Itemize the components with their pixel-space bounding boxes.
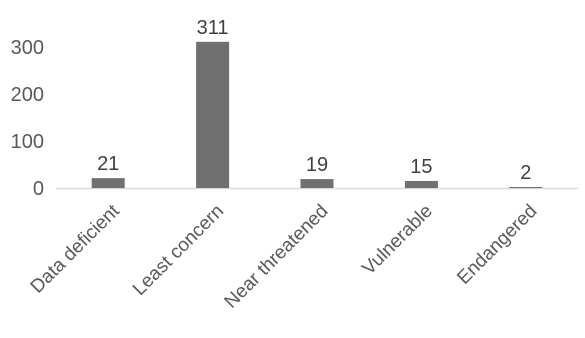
x-category-label: Near threatened	[221, 201, 333, 313]
x-category-label: Data deficient	[27, 200, 125, 298]
data-label: 21	[97, 153, 119, 175]
x-category-label: Least concern	[129, 201, 228, 300]
bar	[196, 41, 230, 188]
data-label: 19	[306, 154, 328, 176]
y-tick-label: 0	[33, 178, 44, 200]
bar	[509, 187, 543, 188]
data-label: 15	[410, 156, 432, 178]
bar	[91, 178, 125, 188]
x-category-label: Endangered	[453, 201, 541, 289]
y-tick-label: 300	[11, 37, 44, 59]
bar	[404, 180, 438, 188]
y-tick-label: 100	[11, 131, 44, 153]
data-label: 311	[197, 17, 229, 39]
y-tick-label: 200	[11, 84, 44, 106]
x-category-label: Vulnerable	[358, 201, 437, 280]
data-label: 2	[520, 162, 531, 184]
bar	[300, 179, 334, 188]
